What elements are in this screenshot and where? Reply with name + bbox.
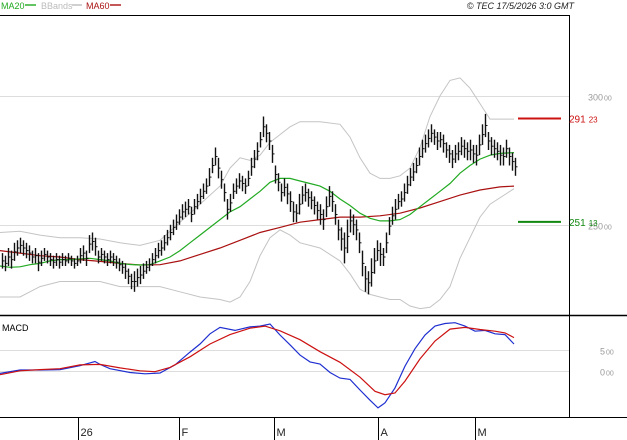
copyright-timestamp: © TEC 17/5/2026 3:0 GMT <box>467 1 576 11</box>
price-y-axis: 30000 25000 <box>588 93 612 232</box>
macd-lines <box>0 322 515 409</box>
price-markers: 291 23 251 13 <box>518 115 598 229</box>
marker-label: 291 23 <box>569 115 598 126</box>
x-axis-label: A <box>381 427 389 439</box>
price-indicator-lines <box>0 77 515 310</box>
legend: MA20 BBands MA60 <box>1 1 121 11</box>
price-panel: 30000 25000 291 23 251 13 <box>0 15 627 317</box>
macd-gridlines <box>0 350 569 372</box>
macd-y-tick-label: 500 <box>600 347 614 357</box>
price-gridlines <box>0 96 569 226</box>
macd-y-tick-label: 000 <box>600 368 614 378</box>
x-axis: 26 F M A M <box>78 418 487 440</box>
macd-line <box>0 322 515 409</box>
x-axis-label: F <box>182 427 189 439</box>
bbands-lower-line <box>0 188 515 310</box>
price-y-tick-label: 25000 <box>588 222 612 232</box>
bbands-upper-line <box>0 77 514 246</box>
price-bars <box>1 113 518 295</box>
macd-panel: MACD 500 000 <box>0 316 627 418</box>
legend-bbands-label: BBands <box>41 1 73 11</box>
macd-title: MACD <box>2 323 29 333</box>
x-axis-label: M <box>277 427 286 439</box>
macd-y-axis: 500 000 <box>600 347 614 378</box>
legend-ma20-label: MA20 <box>1 1 25 11</box>
legend-ma60-label: MA60 <box>86 1 110 11</box>
marker-label: 251 13 <box>569 218 598 229</box>
price-y-tick-label: 30000 <box>588 93 612 103</box>
x-axis-label: M <box>478 427 487 439</box>
x-axis-label: 26 <box>81 427 93 439</box>
signal-line <box>0 325 515 396</box>
header: MA20 BBands MA60 © TEC 17/5/2026 3:0 GMT <box>1 1 575 11</box>
ma20-line <box>0 152 515 268</box>
